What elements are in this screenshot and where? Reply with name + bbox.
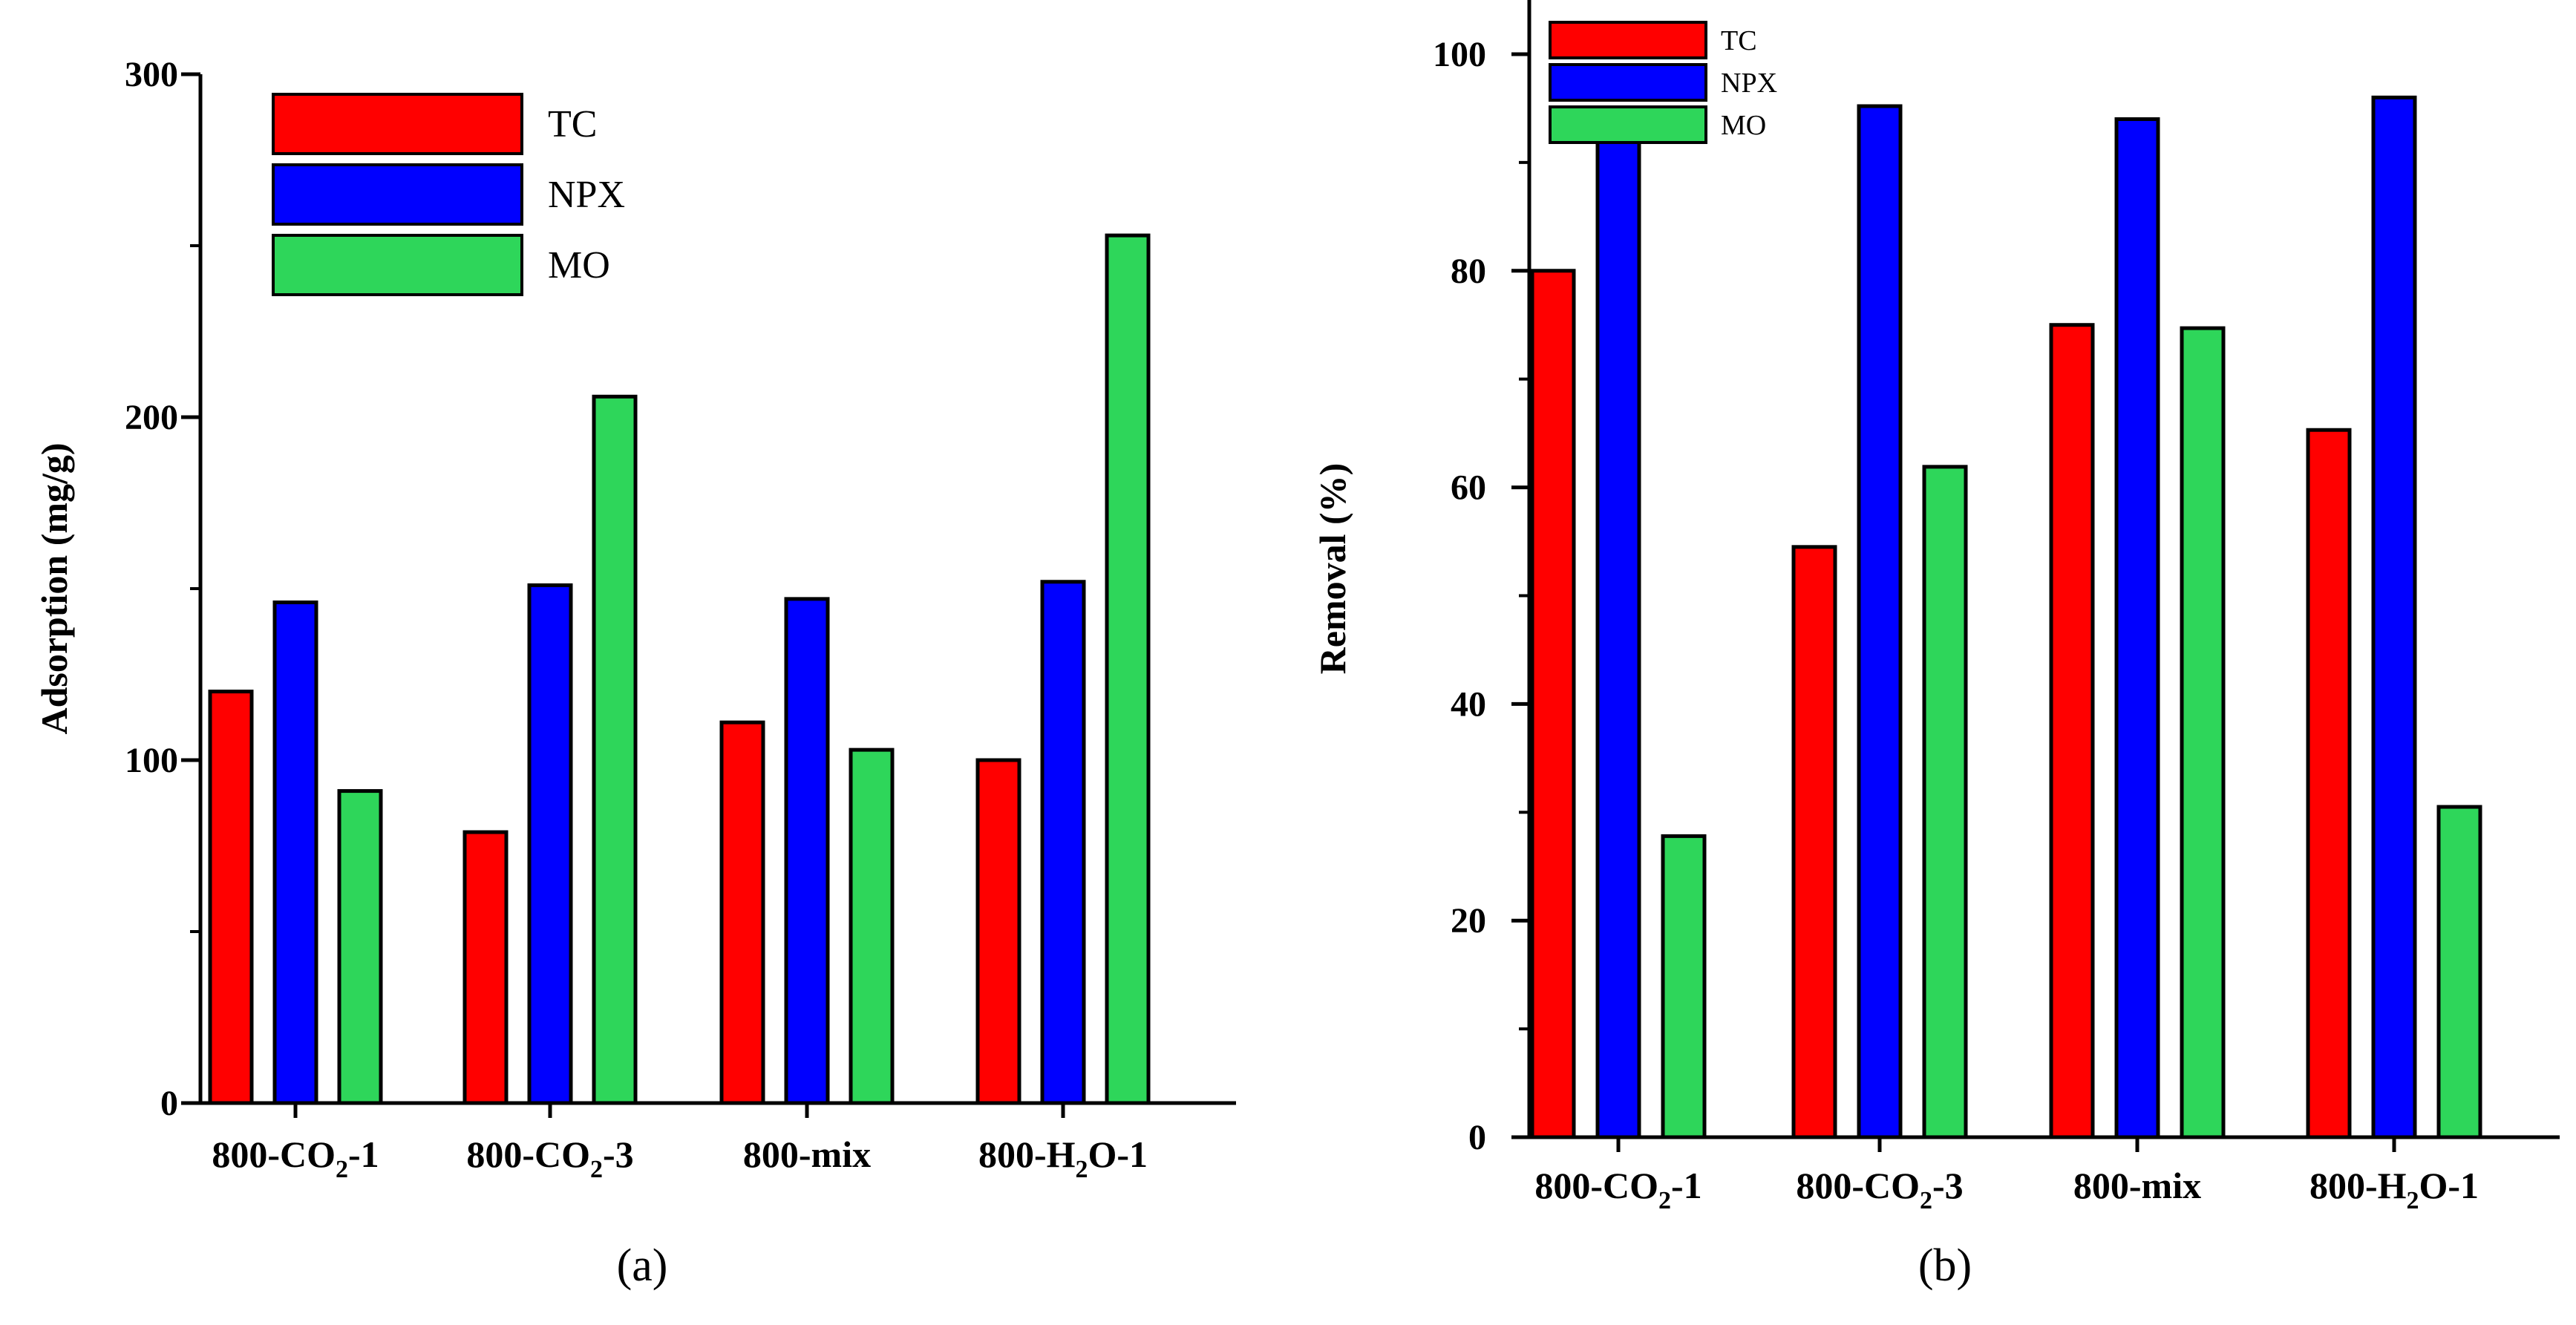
x-tick-label-subscript: 2	[1920, 1187, 1932, 1214]
y-axis-title: Removal (%)	[1312, 463, 1353, 675]
x-tick-label: 800-mix	[2073, 1165, 2201, 1206]
x-tick-label-main: 800-CO	[1796, 1165, 1920, 1206]
y-tick-label: 40	[1451, 684, 1486, 724]
bar-tc-1	[1530, 269, 1576, 1139]
x-tick-label: 800-CO2-1	[212, 1133, 379, 1183]
bar-tc-1	[208, 690, 254, 1105]
panel-label: (a)	[617, 1240, 668, 1291]
bar-mo-2	[592, 394, 638, 1105]
x-tick-label-suffix: O-1	[2419, 1165, 2479, 1206]
bar-mo-3	[2180, 326, 2226, 1139]
x-tick-label: 800-mix	[743, 1133, 871, 1175]
y-tick-label: 200	[125, 398, 178, 437]
y-tick-label: 20	[1451, 901, 1486, 940]
x-tick-label-suffix: -1	[348, 1133, 379, 1175]
legend-label-npx: NPX	[1721, 68, 1777, 99]
legend-swatch-tc	[272, 93, 523, 155]
y-tick-label: 300	[125, 55, 178, 94]
legend-label-tc: TC	[548, 103, 597, 145]
bar-tc-2	[1791, 545, 1837, 1139]
bar-mo-3	[849, 747, 895, 1105]
x-tick-label-subscript: 2	[590, 1156, 603, 1183]
legend-swatch-mo	[272, 234, 523, 296]
bar-mo-1	[1661, 834, 1707, 1139]
x-tick-label: 800-CO2-3	[466, 1133, 633, 1183]
x-tick-label: 800-CO2-3	[1796, 1165, 1963, 1214]
bar-npx-3	[2114, 117, 2160, 1139]
legend-swatch-tc	[1549, 21, 1707, 59]
bar-tc-3	[2049, 323, 2095, 1139]
legend-label-mo: MO	[548, 244, 610, 287]
x-tick-label-subscript: 2	[2407, 1187, 2419, 1214]
bar-npx-1	[272, 600, 318, 1105]
bar-npx-3	[784, 597, 830, 1105]
legend-label-npx: NPX	[548, 174, 625, 216]
bar-mo-1	[337, 789, 383, 1105]
y-tick-label: 0	[160, 1084, 178, 1123]
bar-npx-2	[1857, 104, 1903, 1139]
bar-npx-4	[2371, 95, 2417, 1139]
bar-mo-4	[2436, 805, 2482, 1139]
y-tick-label: 60	[1451, 468, 1486, 508]
x-tick-label-main: 800-CO	[212, 1133, 336, 1175]
x-tick-label-suffix: O-1	[1088, 1133, 1148, 1175]
bar-tc-4	[975, 758, 1021, 1105]
y-axis-title: Adsorption (mg/g)	[33, 442, 75, 734]
x-tick-label-subscript: 2	[1076, 1156, 1088, 1183]
x-tick-label-suffix: -3	[1932, 1165, 1964, 1206]
y-tick-label: 100	[1433, 35, 1486, 74]
x-tick-label-subscript: 2	[336, 1156, 348, 1183]
x-tick-label-main: 800-H	[978, 1133, 1076, 1175]
bar-tc-3	[719, 720, 765, 1105]
x-tick-label: 800-CO2-1	[1534, 1165, 1701, 1214]
legend-label-tc: TC	[1721, 25, 1757, 56]
bar-tc-4	[2306, 428, 2352, 1139]
legend-swatch-npx	[272, 163, 523, 226]
x-tick-label-main: 800-mix	[2073, 1165, 2201, 1206]
y-tick-label: 100	[125, 741, 178, 780]
legend-swatch-npx	[1549, 63, 1707, 102]
legend-label-mo: MO	[1721, 110, 1766, 141]
x-tick-label-main: 800-CO	[1534, 1165, 1658, 1206]
x-tick-label-main: 800-H	[2309, 1165, 2407, 1206]
x-tick-label-suffix: -1	[1671, 1165, 1702, 1206]
bar-npx-2	[527, 583, 573, 1105]
y-tick-label: 0	[1468, 1118, 1486, 1157]
x-tick-label: 800-H2O-1	[978, 1133, 1148, 1183]
y-tick-label: 80	[1451, 252, 1486, 291]
x-tick-label-suffix: -3	[603, 1133, 634, 1175]
bar-mo-2	[1922, 465, 1968, 1139]
panel-label: (b)	[1918, 1240, 1972, 1291]
bar-mo-4	[1105, 233, 1151, 1105]
legend-swatch-mo	[1549, 105, 1707, 144]
x-tick-label-subscript: 2	[1658, 1187, 1671, 1214]
x-tick-label-main: 800-CO	[466, 1133, 590, 1175]
bar-npx-4	[1040, 580, 1086, 1105]
x-tick-label-main: 800-mix	[743, 1133, 871, 1175]
bar-npx-1	[1595, 125, 1641, 1139]
bar-tc-2	[462, 830, 509, 1105]
x-tick-label: 800-H2O-1	[2309, 1165, 2479, 1214]
